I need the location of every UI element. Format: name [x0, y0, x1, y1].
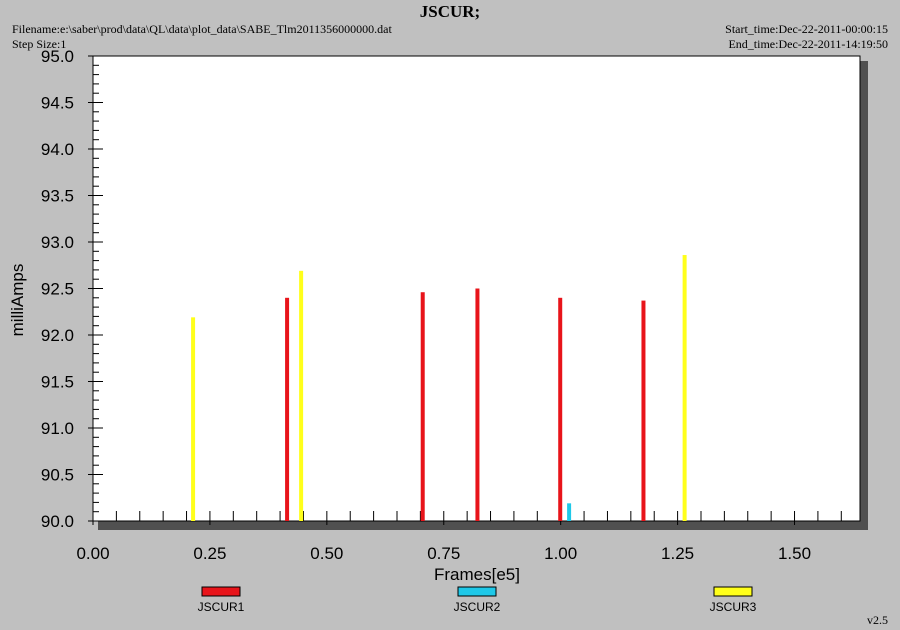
y-tick-label: 91.5	[41, 373, 74, 392]
x-tick-label: 1.25	[661, 544, 694, 563]
y-tick-label: 94.5	[41, 94, 74, 113]
legend-swatch-jscur3	[713, 586, 753, 597]
x-tick-label: 0.00	[76, 544, 109, 563]
y-tick-label: 92.5	[41, 280, 74, 299]
legend-swatch-jscur1	[201, 586, 241, 597]
x-axis-label: Frames[e5]	[434, 565, 520, 584]
filename-label: Filename:e:\saber\prod\data\QL\data\plot…	[12, 22, 392, 36]
y-tick-label: 93.0	[41, 233, 74, 252]
version-label: v2.5	[867, 613, 888, 627]
bar-jscur2	[567, 503, 572, 521]
bar-jscur3	[682, 255, 687, 521]
bar-jscur3	[299, 270, 304, 521]
bar-jscur1	[475, 288, 480, 521]
y-tick-label: 92.0	[41, 326, 74, 345]
bar-jscur3	[191, 317, 196, 521]
step-size-label: Step Size:1	[12, 37, 67, 51]
y-tick-label: 93.5	[41, 187, 74, 206]
bar-jscur1	[558, 297, 563, 521]
y-tick-label: 90.5	[41, 466, 74, 485]
y-tick-label: 94.0	[41, 140, 74, 159]
y-axis: 90.0 90.5 91.0 91.5 92.0 92.5 93.0 93.5 94.0 94.5…	[41, 47, 103, 531]
y-tick-label: 91.0	[41, 419, 74, 438]
legend-label-jscur1: JSCUR1	[198, 600, 245, 614]
y-tick-label: 95.0	[41, 47, 74, 66]
y-axis-label: milliAmps	[8, 264, 27, 337]
bar-jscur1	[285, 297, 290, 521]
x-tick-label: 1.00	[544, 544, 577, 563]
y-tick-label: 90.0	[41, 512, 74, 531]
x-tick-label: 0.50	[310, 544, 343, 563]
legend-swatch-jscur2	[457, 586, 497, 597]
legend-label-jscur3: JSCUR3	[710, 600, 757, 614]
bar-jscur1	[641, 300, 646, 521]
x-tick-label: 0.25	[193, 544, 226, 563]
end-time-label: End_time:Dec-22-2011-14:19:50	[728, 37, 888, 51]
x-tick-label: 0.75	[427, 544, 460, 563]
data-series	[191, 255, 687, 521]
chart-title: JSCUR;	[419, 2, 481, 21]
start-time-label: Start_time:Dec-22-2011-00:00:15	[725, 22, 888, 36]
legend: JSCUR1 JSCUR2 JSCUR3	[198, 586, 757, 614]
x-tick-label: 1.50	[778, 544, 811, 563]
bar-jscur1	[420, 292, 425, 521]
legend-label-jscur2: JSCUR2	[454, 600, 501, 614]
